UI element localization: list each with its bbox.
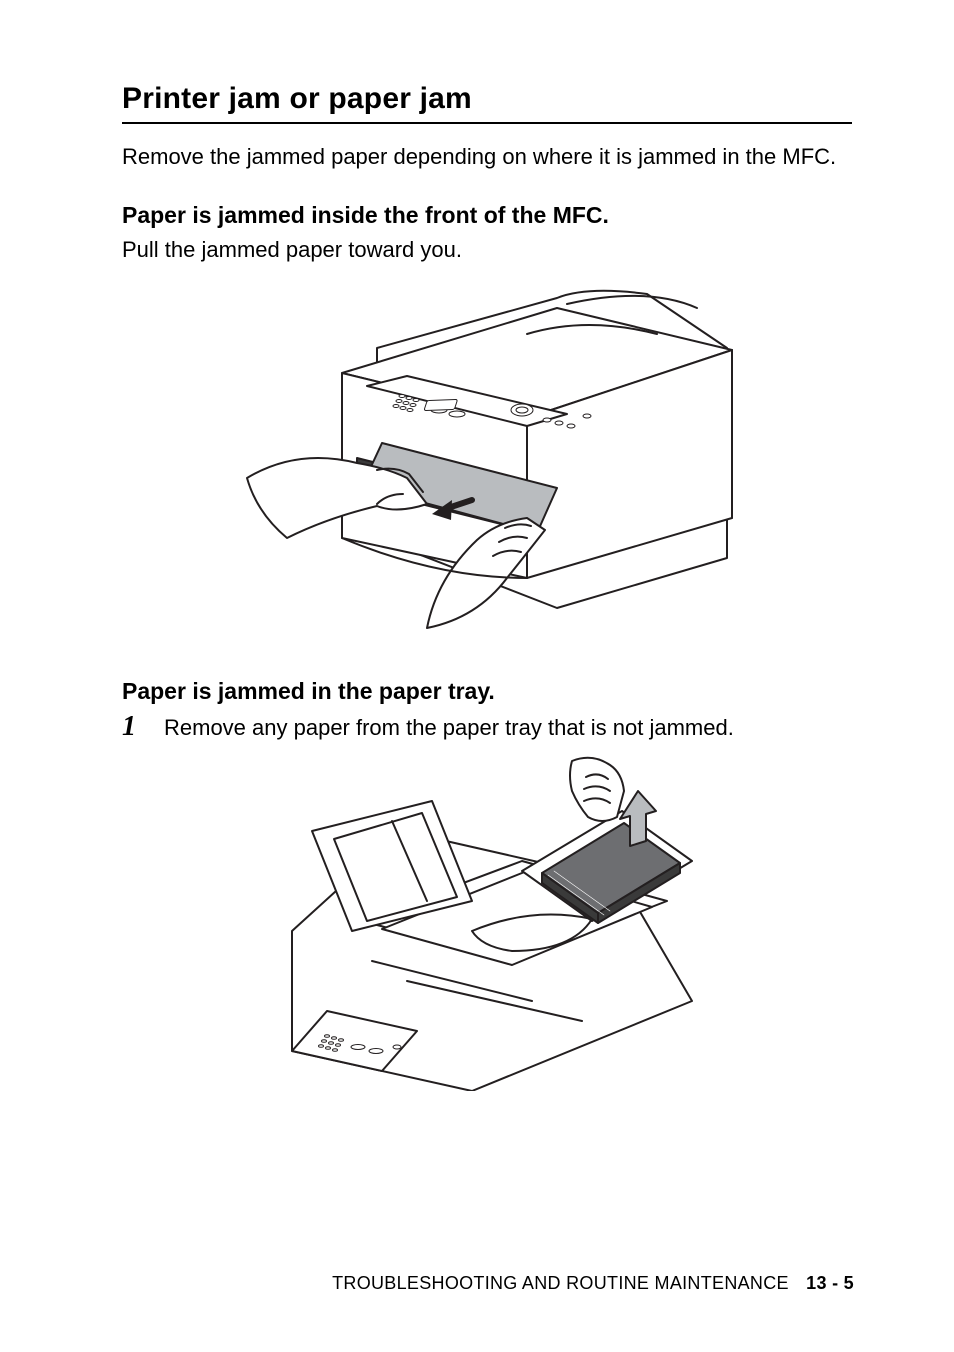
page-footer: TROUBLESHOOTING AND ROUTINE MAINTENANCE … <box>0 1273 954 1294</box>
content-area: Printer jam or paper jam Remove the jamm… <box>122 82 852 1091</box>
figure-tray-jam <box>272 751 702 1091</box>
section1-heading: Paper is jammed inside the front of the … <box>122 202 852 229</box>
page-heading: Printer jam or paper jam <box>122 82 852 116</box>
footer-page-number: 13 - 5 <box>806 1273 854 1293</box>
step-1: 1 Remove any paper from the paper tray t… <box>122 711 852 743</box>
step-number: 1 <box>122 711 164 743</box>
heading-rule <box>122 122 852 124</box>
intro-paragraph: Remove the jammed paper depending on whe… <box>122 142 852 172</box>
section2-heading: Paper is jammed in the paper tray. <box>122 678 852 705</box>
footer-section: TROUBLESHOOTING AND ROUTINE MAINTENANCE <box>332 1273 789 1293</box>
figure-front-jam <box>227 278 747 638</box>
document-page: Printer jam or paper jam Remove the jamm… <box>0 0 954 1352</box>
section1-body: Pull the jammed paper toward you. <box>122 235 852 265</box>
step-text: Remove any paper from the paper tray tha… <box>164 713 734 743</box>
